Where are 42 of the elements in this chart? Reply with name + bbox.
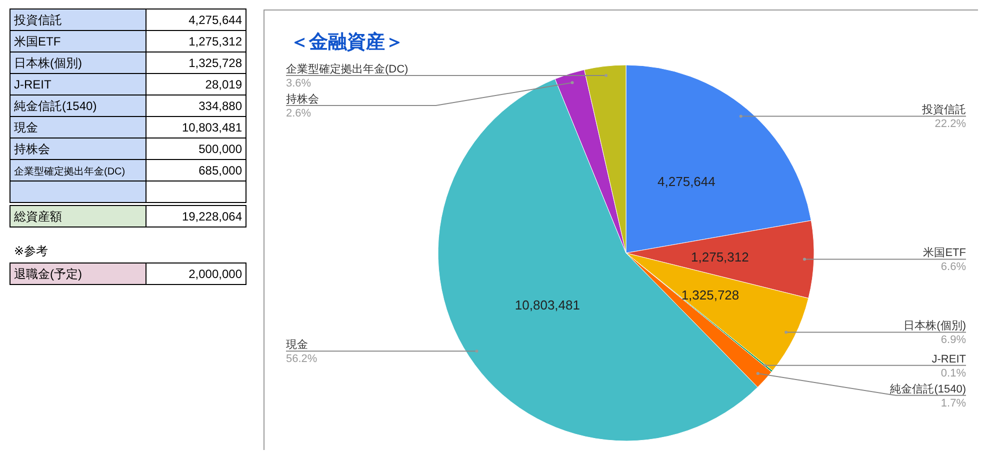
text: 6.9% (940, 334, 966, 346)
category-label: 退職金(予定) (14, 267, 82, 281)
data-label: 500,000 (198, 142, 242, 156)
text: 6.6% (940, 261, 966, 274)
text: 3.6% (286, 78, 312, 90)
data-label: 1,325,728 (681, 288, 740, 303)
data-label: 1,325,728 (188, 56, 242, 70)
slice-label: 日本株(個別) (904, 319, 966, 332)
category-label: 純金信託(1540) (14, 99, 97, 113)
category-label: 持株会 (14, 142, 50, 156)
data-label: 685,000 (198, 164, 242, 178)
category-label: 企業型確定拠出年金(DC) (14, 166, 126, 178)
slice-label: 米国ETF (923, 246, 966, 260)
data-label: 4,275,644 (188, 13, 242, 27)
text: 1.7% (940, 397, 966, 410)
text: 56.2% (286, 353, 318, 366)
category-label: 投資信託 (13, 13, 62, 27)
data-label: 28,019 (205, 78, 242, 92)
chart-title: ＜金融資産＞ (290, 31, 404, 53)
category-label: 米国ETF (14, 34, 61, 48)
slice-label: 現金 (286, 339, 308, 352)
slice-label: 持株会 (286, 92, 319, 106)
slice-label: 企業型確定拠出年金(DC) (286, 62, 408, 76)
category-label: 日本株(個別) (14, 56, 82, 70)
data-label: 4,275,644 (658, 174, 716, 190)
slice-label: J-REIT (932, 353, 966, 366)
data-label: 19,228,064 (182, 210, 242, 224)
data-label: 1,275,312 (691, 249, 749, 264)
slice-label: 純金信託(1540) (890, 382, 966, 396)
data-label: 1,275,312 (188, 34, 242, 48)
slice-label: 投資信託 (921, 103, 966, 116)
data-label: 334,880 (198, 99, 242, 113)
data-label: 2,000,000 (188, 267, 242, 281)
text: ※参考 (14, 244, 48, 258)
text: 22.2% (934, 118, 966, 130)
category-label: 総資産額 (13, 210, 62, 224)
category-label: J-REIT (14, 78, 52, 92)
text: 2.6% (286, 108, 312, 120)
data-label: 10,803,481 (514, 298, 580, 313)
data-label: 10,803,481 (182, 120, 242, 134)
category-label: 現金 (14, 120, 38, 134)
text: 0.1% (940, 367, 966, 380)
